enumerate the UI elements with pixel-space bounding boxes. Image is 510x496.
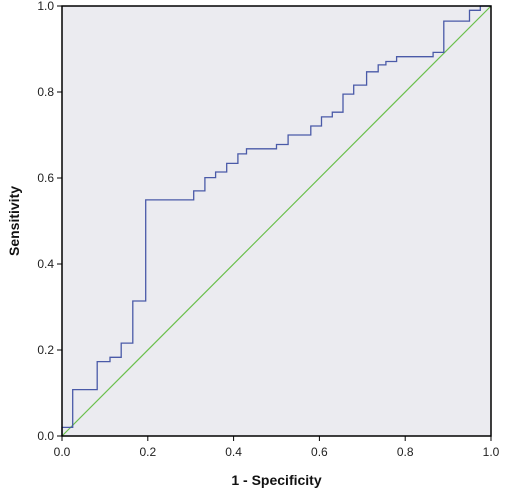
x-tick-label: 1.0 <box>483 445 500 459</box>
x-tick-label: 0.0 <box>54 445 71 459</box>
y-tick-label: 0.6 <box>37 171 54 185</box>
x-axis-title: 1 - Specificity <box>231 472 321 488</box>
y-axis-ticks: 0.0 0.2 0.4 0.6 0.8 1.0 <box>37 0 62 443</box>
x-tick-label: 0.6 <box>311 445 328 459</box>
y-axis-title: Sensitivity <box>6 186 22 256</box>
y-tick-label: 0.0 <box>37 429 54 443</box>
y-tick-label: 0.8 <box>37 85 54 99</box>
y-tick-label: 1.0 <box>37 0 54 13</box>
x-tick-label: 0.4 <box>225 445 242 459</box>
x-tick-label: 0.8 <box>397 445 414 459</box>
y-tick-label: 0.4 <box>37 257 54 271</box>
x-axis-ticks: 0.0 0.2 0.4 0.6 0.8 1.0 <box>54 436 500 459</box>
roc-curve <box>61 5 491 436</box>
plot-frame <box>61 5 492 437</box>
x-tick-label: 0.2 <box>139 445 156 459</box>
reference-line <box>61 5 492 437</box>
y-tick-label: 0.2 <box>37 343 54 357</box>
